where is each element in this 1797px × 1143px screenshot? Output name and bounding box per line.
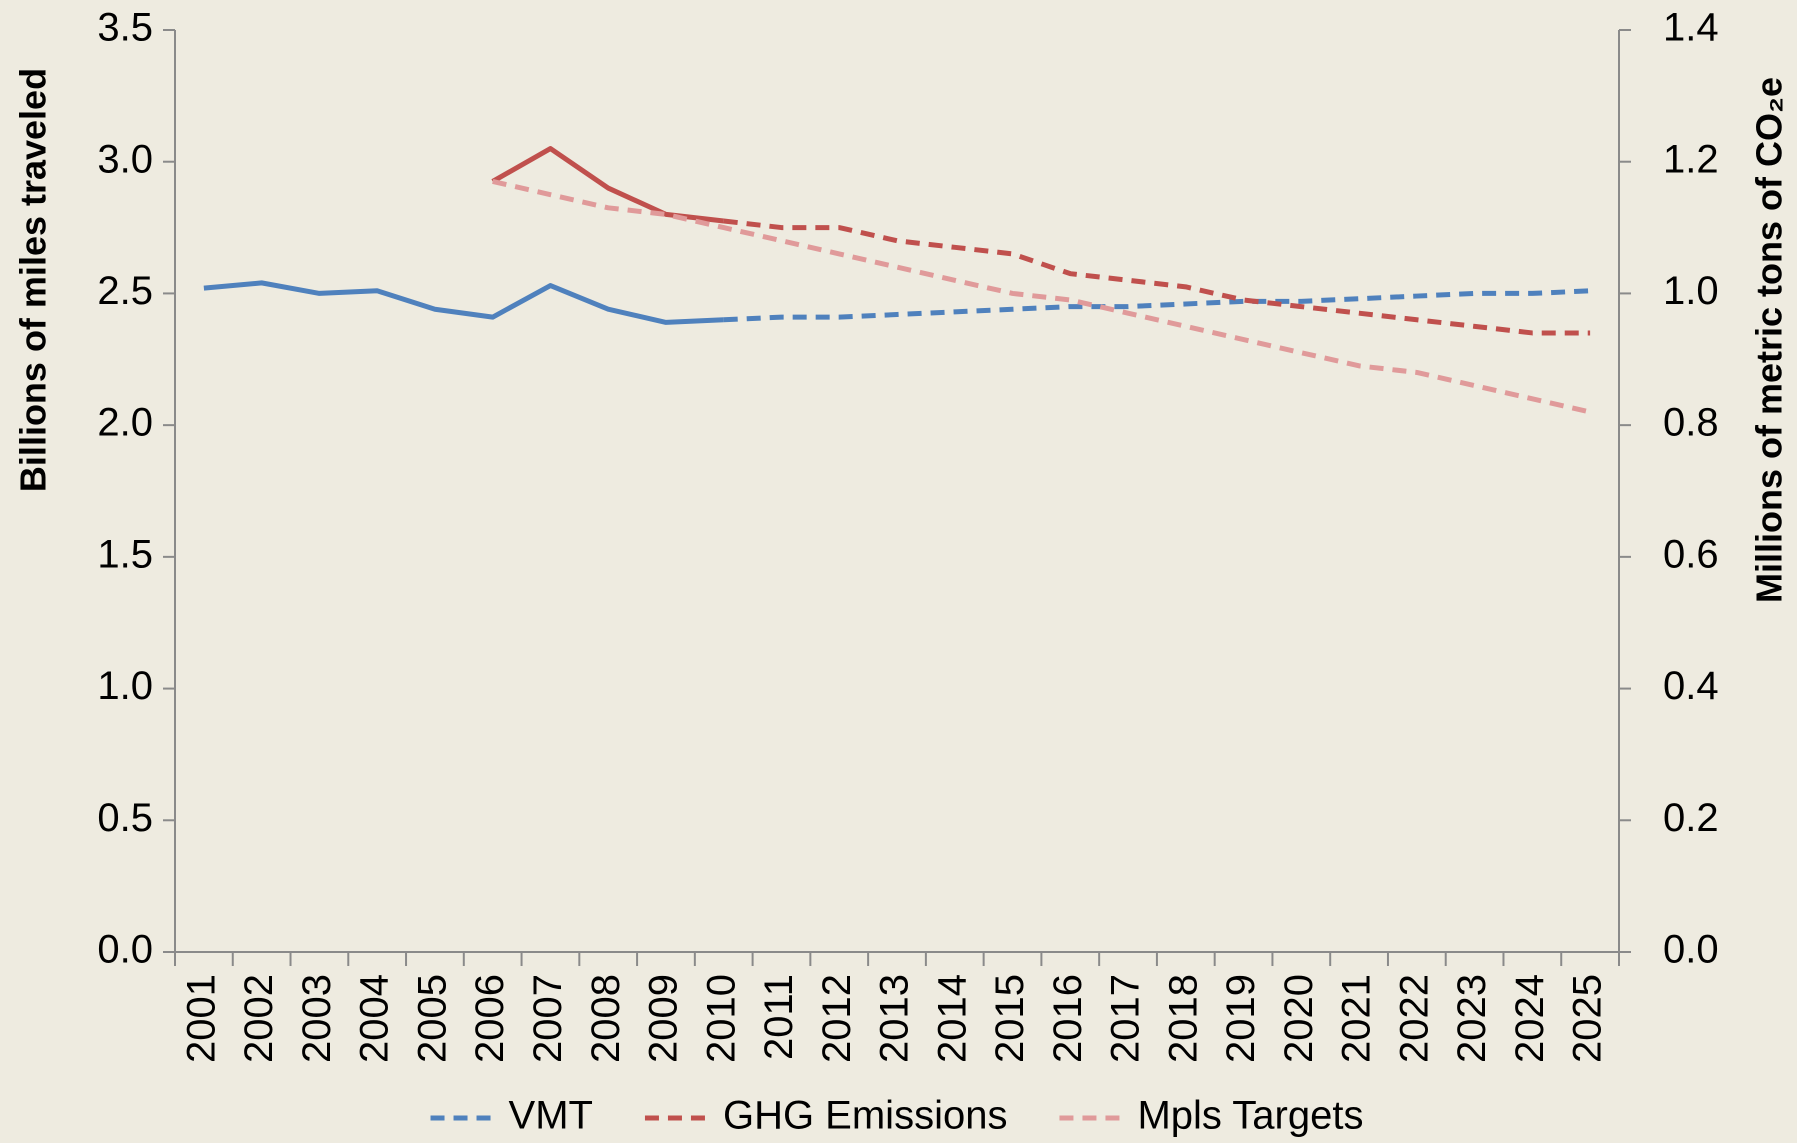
y2-tick-label: 1.0 xyxy=(1663,269,1719,313)
x-tick-label: 2023 xyxy=(1450,974,1494,1063)
x-tick-label: 2003 xyxy=(295,974,339,1063)
x-tick-label: 2002 xyxy=(237,974,281,1063)
series-line xyxy=(492,179,1591,415)
x-tick-label: 2016 xyxy=(1046,974,1090,1063)
x-tick-label: 2024 xyxy=(1508,974,1552,1063)
y2-tick-label: 0.8 xyxy=(1663,401,1719,445)
x-tick-label: 2011 xyxy=(757,974,801,1060)
x-tick-label: 2021 xyxy=(1335,974,1379,1063)
y-axis-title: Billions of miles traveled xyxy=(13,68,54,492)
series-line xyxy=(723,288,1591,323)
series-line xyxy=(203,280,724,325)
legend-label: GHG Emissions xyxy=(723,1094,1008,1138)
x-tick-label: 2022 xyxy=(1392,974,1436,1063)
y-tick-label: 3.5 xyxy=(97,6,153,50)
x-tick-label: 2010 xyxy=(699,974,743,1063)
y-tick-label: 2.5 xyxy=(97,269,153,313)
series-line xyxy=(723,218,1591,336)
y2-tick-label: 1.2 xyxy=(1663,137,1719,181)
legend-label: Mpls Targets xyxy=(1137,1094,1363,1138)
legend-label: VMT xyxy=(509,1094,593,1138)
y2-tick-label: 0.6 xyxy=(1663,532,1719,576)
y-tick-label: 0.5 xyxy=(97,796,153,840)
x-tick-label: 2009 xyxy=(642,974,686,1063)
x-tick-label: 2013 xyxy=(873,974,917,1063)
x-tick-label: 2004 xyxy=(353,974,397,1063)
x-tick-label: 2014 xyxy=(930,974,974,1063)
x-tick-label: 2015 xyxy=(988,974,1032,1063)
y-tick-label: 1.0 xyxy=(97,664,153,708)
y2-axis-title: Millions of metric tons of CO₂e xyxy=(1749,77,1790,603)
y2-tick-label: 0.2 xyxy=(1663,796,1719,840)
y2-tick-label: 0.0 xyxy=(1663,928,1719,972)
x-tick-label: 2008 xyxy=(584,974,628,1063)
x-tick-label: 2020 xyxy=(1277,974,1321,1063)
x-tick-label: 2007 xyxy=(526,974,570,1063)
y-tick-label: 0.0 xyxy=(97,928,153,972)
x-tick-label: 2001 xyxy=(179,974,223,1063)
y-tick-label: 3.0 xyxy=(97,137,153,181)
y-tick-label: 1.5 xyxy=(97,532,153,576)
y-tick-label: 2.0 xyxy=(97,401,153,445)
x-tick-label: 2005 xyxy=(410,974,454,1063)
x-tick-label: 2019 xyxy=(1219,974,1263,1063)
y2-tick-label: 1.4 xyxy=(1663,6,1719,50)
x-tick-label: 2012 xyxy=(815,974,859,1063)
x-tick-label: 2006 xyxy=(468,974,512,1063)
y2-tick-label: 0.4 xyxy=(1663,664,1719,708)
x-tick-label: 2018 xyxy=(1161,974,1205,1063)
x-tick-label: 2017 xyxy=(1104,974,1148,1063)
x-tick-label: 2025 xyxy=(1566,974,1610,1063)
